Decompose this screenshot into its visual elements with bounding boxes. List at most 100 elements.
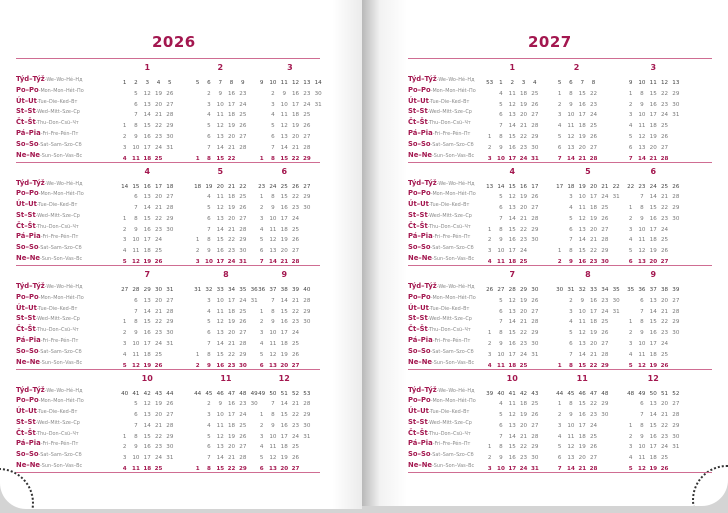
date: 26 bbox=[531, 412, 539, 419]
month-8: 8 30 31 32 33 34 35 2 9 16 23 30 3 10 17 24 31 4 11 18 25 5 12… bbox=[554, 269, 622, 369]
date: 8 bbox=[499, 226, 503, 233]
weekday-label-other: -Mon–Mon–Hét–По bbox=[38, 87, 84, 94]
week-numbers-row: 31 32 33 34 35 36 bbox=[192, 281, 260, 293]
date: 23 bbox=[660, 101, 669, 108]
weekday-label-other: -Sun–Son–Vas–Вс bbox=[432, 359, 475, 366]
sunday-date: 28 bbox=[589, 155, 598, 162]
week-number: 43 bbox=[531, 390, 539, 397]
week-number: 26 bbox=[291, 183, 300, 190]
weekday-label-cz-sk: Pá–Pia bbox=[408, 232, 433, 241]
date: 24 bbox=[589, 112, 598, 119]
date: 23 bbox=[601, 297, 609, 304]
date: 30 bbox=[166, 226, 174, 233]
week-numbers-row: 44 45 46 47 48 49 bbox=[192, 385, 260, 397]
date: 23 bbox=[660, 215, 669, 222]
weekday-label: St–St-Wed–Mitt–Sze–Ср bbox=[408, 417, 476, 428]
day-row: 2 9 16 23 30 bbox=[192, 395, 260, 407]
month-1: 1 53 1 2 3 4 4 11 18 25 5 12 19 26 6 13 20 27 7 14 21 28 1 8 15 2… bbox=[484, 62, 541, 162]
date: 24 bbox=[154, 455, 163, 462]
date: 3 bbox=[122, 455, 127, 462]
date: 25 bbox=[660, 455, 669, 462]
date: 3 bbox=[122, 237, 127, 244]
date: 1 bbox=[259, 308, 264, 315]
weekday-label: So–So-Sat–Sam–Szo–Сб bbox=[16, 346, 84, 357]
week-number: 37 bbox=[649, 287, 657, 293]
week-number: 5 bbox=[195, 80, 200, 86]
month-12: 12 48 49 50 51 52 6 13 20 27 7 14 21 28 1 8 15 22 29 2 9 16 23… bbox=[625, 373, 682, 473]
sunday-date: 20 bbox=[280, 466, 289, 473]
date: 17 bbox=[508, 248, 516, 255]
sunday-date: 25 bbox=[519, 259, 528, 266]
week-number: 41 bbox=[132, 390, 140, 397]
date: 20 bbox=[154, 412, 163, 419]
date: 10 bbox=[638, 112, 646, 119]
date: 11 bbox=[269, 226, 277, 233]
month-12: 12 49 50 51 52 53 7 14 21 28 1 8 15 22 29 2 9 16 23 30 3 10 17… bbox=[256, 373, 313, 473]
weekday-label-cz-sk: Týd–Týž bbox=[408, 75, 437, 83]
date: 8 bbox=[569, 90, 573, 97]
date: 24 bbox=[154, 144, 163, 151]
date: 7 bbox=[134, 205, 138, 212]
weekday-label: Ne–Ne-Sun–Son–Vas–Вс bbox=[16, 150, 84, 161]
weekday-labels: Týd–Týž-We–Wo–Hé–Нд Po–Po-Mon–Mon–Hét–По Ú… bbox=[408, 74, 476, 160]
date: 18 bbox=[519, 401, 528, 408]
sunday-date: 10 bbox=[497, 155, 505, 162]
weekday-label-cz-sk: Út–Ut bbox=[16, 303, 37, 312]
day-row: 5 12 19 26 bbox=[554, 324, 622, 336]
week-numbers-row: 18 19 20 21 22 bbox=[192, 178, 249, 190]
month-11: 11 44 45 46 47 48 49 2 9 16 23 30 3 10 17 24 4 11 18 25 5 12 1… bbox=[192, 373, 260, 473]
day-row: 3 10 17 24 31 bbox=[119, 335, 176, 347]
date: 14 bbox=[578, 351, 586, 358]
date: 22 bbox=[154, 319, 163, 326]
day-row: 5 12 19 26 bbox=[256, 449, 313, 461]
date: 5 bbox=[499, 297, 503, 304]
date: 21 bbox=[519, 123, 528, 130]
date: 16 bbox=[143, 133, 151, 140]
weekday-label: Týd–Týž-We–Wo–Hé–Нд bbox=[16, 74, 84, 85]
date: 20 bbox=[578, 144, 586, 151]
date: 4 bbox=[207, 308, 211, 315]
date: 10 bbox=[567, 112, 575, 119]
date: 19 bbox=[578, 133, 586, 140]
sunday-date: 16 bbox=[216, 362, 225, 369]
date: 5 bbox=[207, 433, 211, 440]
sunday-date: 24 bbox=[519, 466, 528, 473]
day-row: 6 13 20 27 bbox=[554, 335, 622, 347]
date: 25 bbox=[239, 308, 247, 315]
date: 21 bbox=[589, 351, 598, 358]
date: 9 bbox=[640, 330, 644, 337]
date: 28 bbox=[239, 340, 247, 347]
date: 18 bbox=[227, 194, 236, 201]
date: 19 bbox=[578, 444, 586, 451]
date: 26 bbox=[291, 351, 300, 358]
date: 10 bbox=[269, 433, 277, 440]
date: 8 bbox=[499, 133, 503, 140]
date: 17 bbox=[143, 455, 151, 462]
day-row: 4 11 18 25 bbox=[256, 106, 324, 118]
sunday-row: 5 12 19 26 bbox=[119, 357, 176, 369]
week-number: 15 bbox=[508, 183, 516, 190]
date: 19 bbox=[519, 194, 528, 201]
date: 12 bbox=[216, 123, 224, 130]
date: 4 bbox=[499, 401, 503, 408]
date: 6 bbox=[499, 308, 503, 315]
date: 8 bbox=[640, 422, 644, 429]
date: 22 bbox=[519, 330, 528, 337]
weekday-label-cz-sk: Týd–Týž bbox=[16, 178, 45, 187]
date: 14 bbox=[280, 144, 288, 151]
date: 9 bbox=[218, 401, 223, 408]
date: 12 bbox=[269, 455, 277, 462]
date: 7 bbox=[569, 351, 573, 358]
weekday-label-other: -Fri–Fre–Pén–Пт bbox=[40, 337, 79, 344]
date: 7 bbox=[271, 144, 275, 151]
date: 10 bbox=[216, 297, 224, 304]
date: 25 bbox=[660, 237, 669, 244]
date: 11 bbox=[567, 433, 575, 440]
date: 3 bbox=[557, 422, 562, 429]
date: 14 bbox=[508, 319, 516, 326]
date: 31 bbox=[166, 340, 174, 347]
date: 15 bbox=[280, 308, 288, 315]
date: 22 bbox=[291, 412, 300, 419]
day-row: 6 13 20 27 bbox=[256, 128, 324, 140]
day-row: 2 9 16 23 30 bbox=[484, 449, 541, 461]
